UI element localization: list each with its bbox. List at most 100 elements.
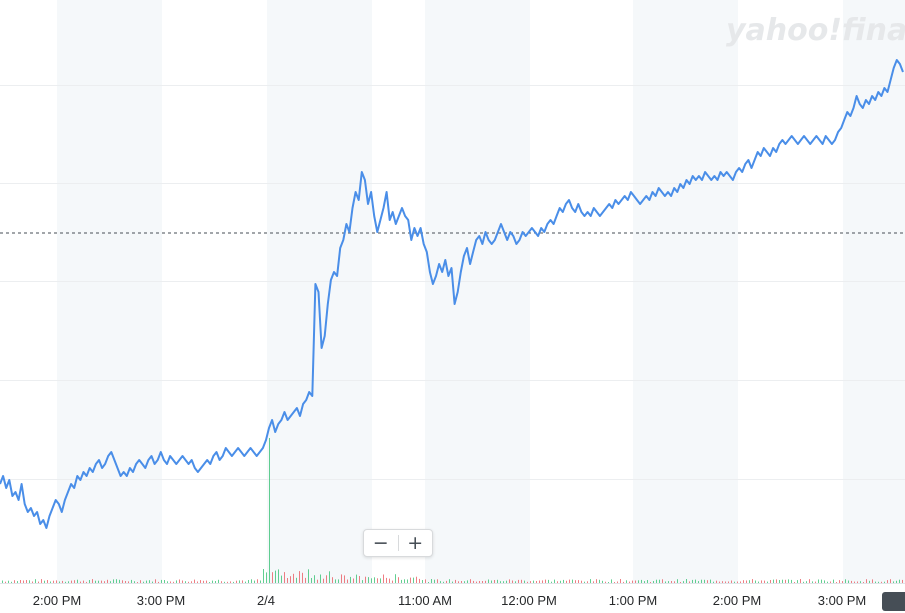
volume-bar bbox=[467, 580, 468, 583]
volume-bar bbox=[881, 581, 882, 583]
volume-bar bbox=[485, 580, 486, 583]
volume-bar bbox=[443, 581, 444, 583]
volume-bar bbox=[878, 581, 879, 583]
volume-bar bbox=[857, 581, 858, 583]
volume-bar bbox=[788, 579, 789, 583]
zoom-out-button[interactable]: − bbox=[372, 531, 389, 554]
volume-bar bbox=[497, 579, 498, 583]
volume-bar bbox=[185, 581, 186, 583]
volume-bar bbox=[818, 579, 819, 583]
volume-bar bbox=[317, 579, 318, 583]
volume-bar bbox=[35, 579, 36, 583]
volume-bar bbox=[17, 581, 18, 583]
volume-bar bbox=[536, 581, 537, 583]
volume-bar bbox=[314, 575, 315, 583]
volume-bar bbox=[335, 579, 336, 583]
volume-bar bbox=[518, 579, 519, 583]
volume-bar bbox=[716, 580, 717, 583]
volume-bar bbox=[611, 579, 612, 583]
volume-bar bbox=[677, 579, 678, 583]
volume-bar bbox=[827, 581, 828, 583]
volume-bar bbox=[842, 581, 843, 583]
volume-bar bbox=[428, 582, 429, 583]
volume-bar bbox=[380, 578, 381, 583]
volume-bar bbox=[272, 572, 273, 583]
session-band bbox=[633, 0, 738, 583]
volume-bar bbox=[95, 580, 96, 583]
volume-bar bbox=[455, 579, 456, 583]
volume-bar bbox=[584, 581, 585, 583]
volume-bar bbox=[605, 581, 606, 583]
volume-bar bbox=[347, 579, 348, 583]
volume-bar bbox=[599, 579, 600, 583]
volume-bar bbox=[218, 579, 219, 583]
volume-bar bbox=[158, 581, 159, 583]
x-tick-label: 12:00 PM bbox=[501, 593, 557, 608]
volume-bar bbox=[557, 581, 558, 583]
volume-bar bbox=[602, 580, 603, 583]
volume-bar bbox=[656, 579, 657, 583]
volume-bar bbox=[452, 581, 453, 583]
volume-bar bbox=[11, 581, 12, 583]
volume-bar bbox=[665, 581, 666, 583]
volume-bar bbox=[740, 581, 741, 583]
volume-bar bbox=[437, 579, 438, 583]
volume-bar bbox=[509, 579, 510, 583]
volume-bar bbox=[386, 577, 387, 583]
volume-bar bbox=[350, 576, 351, 583]
volume-bar bbox=[38, 581, 39, 583]
volume-bar bbox=[755, 580, 756, 583]
volume-bar bbox=[311, 578, 312, 583]
volume-bar bbox=[137, 582, 138, 583]
x-tick-label: 11:00 AM bbox=[398, 593, 452, 608]
volume-bar bbox=[572, 579, 573, 583]
volume-bar bbox=[488, 579, 489, 583]
volume-bar bbox=[146, 580, 147, 583]
volume-bar bbox=[266, 572, 267, 583]
volume-bar bbox=[890, 579, 891, 583]
volume-bar bbox=[476, 581, 477, 583]
volume-bar bbox=[554, 579, 555, 583]
volume-bar bbox=[83, 580, 84, 583]
volume-bar bbox=[461, 581, 462, 583]
x-tick-label: 3:00 PM bbox=[137, 593, 185, 608]
volume-bar bbox=[230, 581, 231, 583]
zoom-in-button[interactable]: + bbox=[407, 531, 424, 554]
volume-bar bbox=[128, 581, 129, 583]
volume-bar bbox=[242, 580, 243, 583]
volume-bar bbox=[299, 571, 300, 583]
volume-bar bbox=[728, 581, 729, 583]
volume-bar bbox=[545, 579, 546, 583]
volume-bar bbox=[110, 581, 111, 583]
volume-bar bbox=[23, 580, 24, 583]
volume-bar bbox=[824, 580, 825, 583]
volume-bar bbox=[296, 577, 297, 583]
volume-bar bbox=[101, 580, 102, 583]
volume-bar bbox=[281, 575, 282, 583]
volume-bar bbox=[812, 581, 813, 583]
volume-bar bbox=[752, 579, 753, 583]
volume-bar bbox=[26, 580, 27, 583]
volume-bar bbox=[782, 579, 783, 583]
volume-bar bbox=[401, 579, 402, 583]
volume-bar bbox=[305, 577, 306, 583]
session-band bbox=[843, 0, 905, 583]
volume-bar bbox=[758, 581, 759, 583]
volume-bar bbox=[383, 574, 384, 583]
volume-bar bbox=[275, 570, 276, 583]
volume-bar bbox=[251, 579, 252, 583]
volume-bar bbox=[71, 580, 72, 583]
settings-toggle-button[interactable] bbox=[882, 592, 905, 611]
volume-bar bbox=[809, 579, 810, 583]
volume-bar bbox=[593, 581, 594, 583]
volume-bar bbox=[521, 579, 522, 583]
volume-bar bbox=[356, 574, 357, 583]
volume-bar bbox=[464, 581, 465, 583]
volume-bar bbox=[629, 581, 630, 583]
volume-bar bbox=[773, 579, 774, 583]
x-tick-label: 3:00 PM bbox=[818, 593, 866, 608]
volume-bar bbox=[608, 582, 609, 583]
volume-bar bbox=[278, 569, 279, 583]
volume-bar bbox=[674, 581, 675, 583]
volume-bar bbox=[785, 579, 786, 583]
